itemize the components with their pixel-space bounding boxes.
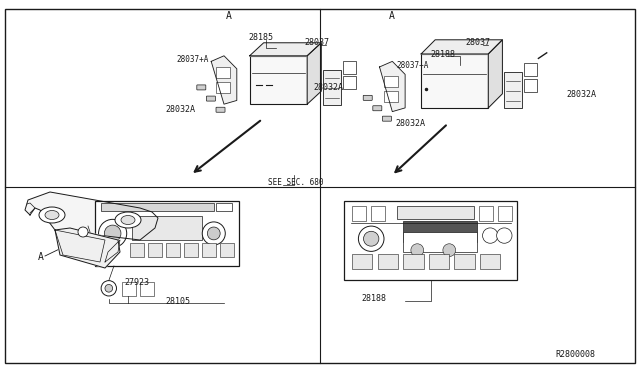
Circle shape (483, 228, 498, 243)
Text: 28032A: 28032A (165, 105, 195, 113)
Text: A: A (226, 10, 232, 20)
Polygon shape (250, 43, 321, 56)
Text: 28188: 28188 (362, 294, 387, 302)
Bar (184, 243, 198, 257)
Circle shape (443, 244, 456, 257)
Bar (95, 201, 239, 266)
Bar (216, 67, 230, 78)
Text: R2800008: R2800008 (556, 350, 595, 359)
Bar (202, 243, 216, 257)
Bar (343, 61, 356, 74)
Bar (132, 216, 202, 240)
Circle shape (202, 222, 225, 245)
Ellipse shape (358, 226, 384, 251)
Polygon shape (211, 56, 237, 104)
Text: 28105: 28105 (165, 297, 190, 306)
Bar (421, 54, 488, 108)
Bar (352, 254, 372, 269)
Bar (140, 282, 154, 296)
Ellipse shape (364, 231, 379, 246)
Bar (403, 221, 477, 242)
FancyBboxPatch shape (364, 95, 372, 100)
Bar (454, 254, 475, 269)
Text: 28185: 28185 (248, 33, 273, 42)
Bar (479, 206, 493, 221)
Bar (101, 203, 214, 211)
Ellipse shape (39, 207, 65, 223)
Circle shape (497, 228, 512, 243)
FancyBboxPatch shape (383, 116, 392, 121)
Circle shape (99, 219, 127, 247)
Bar (216, 203, 232, 211)
Bar (498, 206, 512, 221)
Polygon shape (380, 61, 405, 112)
Bar (220, 243, 234, 257)
Polygon shape (55, 228, 120, 268)
Text: 28037+A: 28037+A (176, 55, 209, 64)
Polygon shape (488, 40, 502, 108)
Polygon shape (25, 192, 158, 240)
Bar (524, 79, 537, 92)
Bar (166, 243, 180, 257)
Text: 28032A: 28032A (566, 90, 596, 99)
Text: 28037: 28037 (304, 38, 329, 47)
Text: A: A (389, 10, 395, 20)
Bar (352, 206, 366, 221)
Bar (429, 254, 449, 269)
Ellipse shape (121, 215, 135, 224)
Bar (480, 254, 500, 269)
Bar (384, 76, 398, 87)
Bar (403, 232, 477, 252)
Text: 28037+A: 28037+A (397, 61, 429, 70)
Text: 27923: 27923 (125, 278, 150, 286)
Bar (148, 243, 162, 257)
Bar (504, 72, 522, 108)
Bar (371, 206, 385, 221)
Bar (397, 206, 474, 219)
Bar (250, 56, 307, 104)
Circle shape (105, 285, 113, 292)
Text: 28037: 28037 (466, 38, 491, 47)
FancyBboxPatch shape (197, 85, 206, 90)
Bar (323, 70, 341, 105)
Circle shape (104, 225, 121, 242)
Polygon shape (421, 40, 502, 54)
Bar (344, 201, 517, 280)
Text: 28032A: 28032A (314, 83, 344, 92)
Text: 28188: 28188 (430, 49, 455, 58)
Circle shape (207, 227, 220, 240)
FancyBboxPatch shape (207, 96, 216, 101)
Polygon shape (307, 43, 321, 104)
Ellipse shape (45, 211, 59, 219)
FancyBboxPatch shape (216, 107, 225, 112)
Bar (384, 91, 398, 102)
Bar (216, 82, 230, 93)
Text: A: A (38, 252, 44, 262)
FancyBboxPatch shape (373, 106, 382, 111)
Circle shape (101, 280, 116, 296)
Bar (524, 63, 537, 76)
Bar (122, 282, 136, 296)
Circle shape (411, 244, 424, 257)
Circle shape (78, 227, 88, 237)
Bar (343, 76, 356, 89)
Bar (403, 254, 424, 269)
Bar (130, 243, 144, 257)
Bar (378, 254, 398, 269)
Ellipse shape (115, 212, 141, 228)
Text: 28032A: 28032A (396, 119, 426, 128)
Text: SEE SEC. 680: SEE SEC. 680 (268, 178, 323, 187)
